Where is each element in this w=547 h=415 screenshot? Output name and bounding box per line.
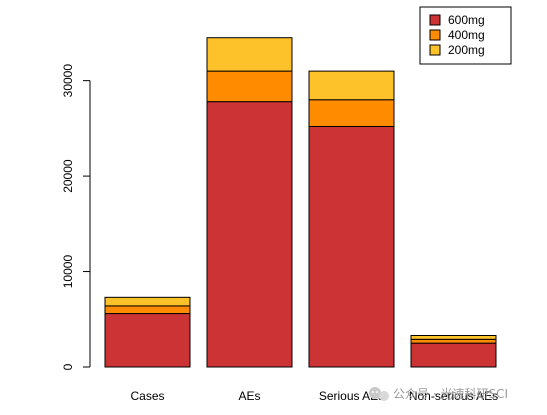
bars-group <box>104 37 497 368</box>
bar-segment <box>410 338 497 344</box>
legend-swatch <box>429 14 441 26</box>
x-axis-labels: Cases AEs Serious AEs Non-serious AEs <box>130 389 498 403</box>
bar-segment <box>206 101 293 368</box>
legend-swatch <box>429 44 441 56</box>
bar-segment <box>206 37 293 72</box>
bar-segment <box>308 125 395 368</box>
x-tick-label: Non-serious AEs <box>409 389 498 403</box>
watermark: 公众号 · 光速科研SCI <box>369 387 508 401</box>
legend-swatch <box>429 29 441 41</box>
y-tick-label: 10000 <box>61 255 75 289</box>
wechat-icon <box>369 387 389 401</box>
bar-segment <box>410 335 497 340</box>
x-tick-label: AEs <box>238 389 260 403</box>
y-tick-label: 30000 <box>61 64 75 98</box>
x-tick-label: Serious AEs <box>319 389 384 403</box>
bar-segment <box>308 99 395 127</box>
watermark-text: 公众号 · 光速科研SCI <box>393 387 508 401</box>
legend-label: 200mg <box>448 43 485 57</box>
legend-label: 600mg <box>448 13 485 27</box>
bar-segment <box>104 313 191 368</box>
y-tick-label: 0 <box>61 363 75 370</box>
bar-segment <box>410 342 497 368</box>
y-tick-label: 20000 <box>61 159 75 193</box>
bar-segment <box>104 305 191 315</box>
bar-segment <box>206 70 293 103</box>
legend-label: 400mg <box>448 28 485 42</box>
bar-segment <box>104 296 191 307</box>
x-tick-label: Cases <box>130 389 164 403</box>
bar-segment <box>308 70 395 101</box>
y-axis: 0 10000 20000 30000 <box>61 64 91 370</box>
